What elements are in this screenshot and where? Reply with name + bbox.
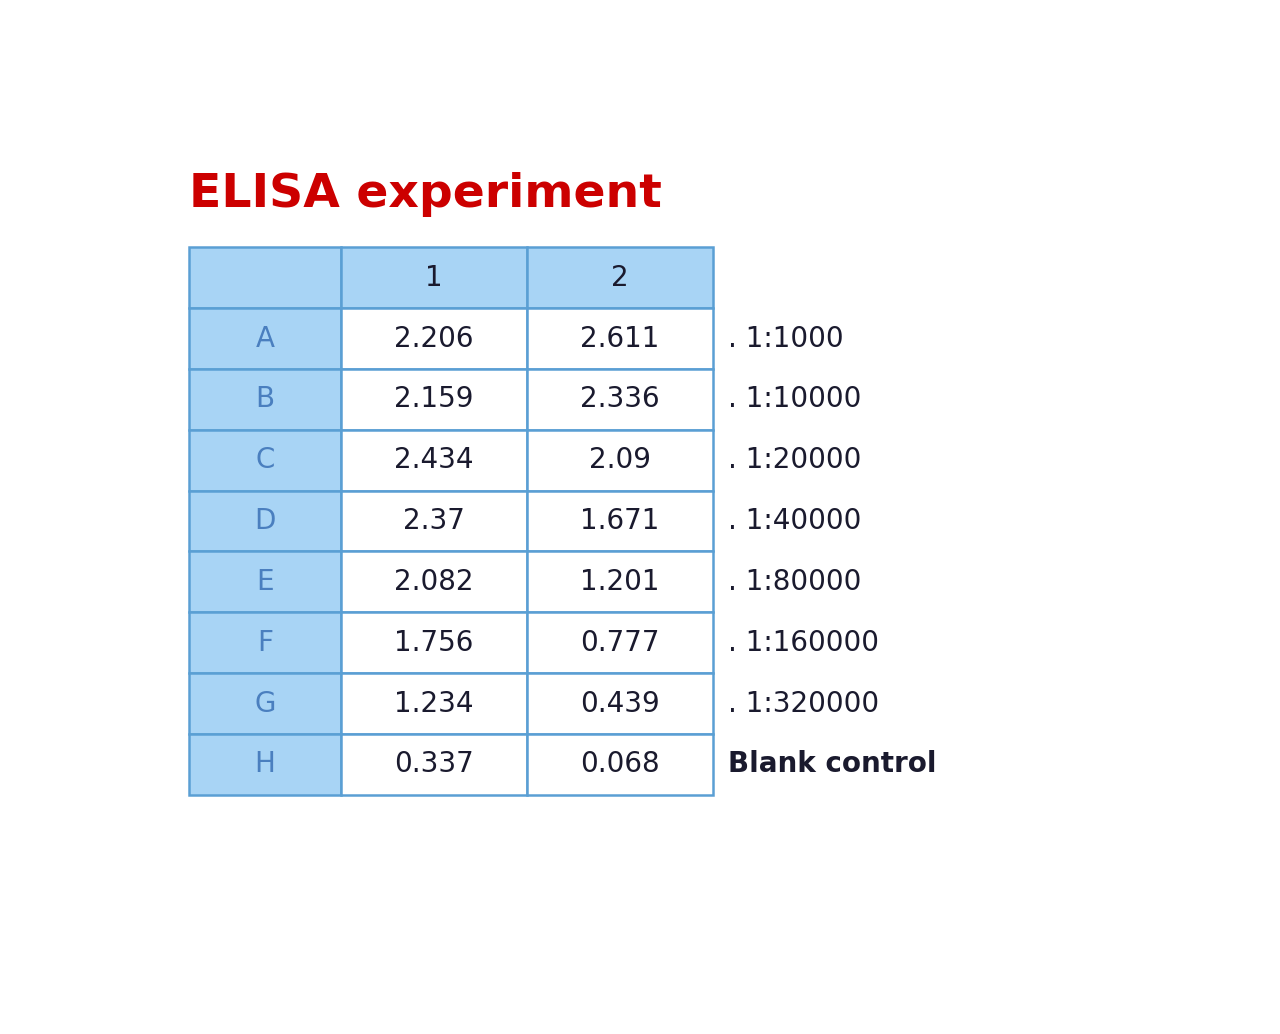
Text: 0.777: 0.777 bbox=[580, 629, 659, 657]
Text: . 1:40000: . 1:40000 bbox=[728, 507, 861, 535]
Text: H: H bbox=[255, 751, 275, 779]
Bar bbox=[526, 430, 713, 490]
Text: A: A bbox=[256, 325, 274, 353]
Text: 2.611: 2.611 bbox=[580, 325, 659, 353]
Bar bbox=[189, 734, 340, 795]
Text: . 1:80000: . 1:80000 bbox=[728, 568, 861, 596]
Text: Blank control: Blank control bbox=[728, 751, 937, 779]
Text: 2.434: 2.434 bbox=[394, 447, 474, 475]
Text: . 1:160000: . 1:160000 bbox=[728, 629, 879, 657]
Bar bbox=[526, 612, 713, 673]
Bar bbox=[340, 490, 526, 551]
Text: F: F bbox=[257, 629, 273, 657]
Text: 2: 2 bbox=[611, 264, 628, 292]
Bar bbox=[340, 673, 526, 734]
Text: G: G bbox=[255, 690, 275, 718]
Bar bbox=[189, 430, 340, 490]
Text: . 1:320000: . 1:320000 bbox=[728, 690, 879, 718]
Bar bbox=[340, 734, 526, 795]
Text: 0.068: 0.068 bbox=[580, 751, 659, 779]
Bar bbox=[526, 308, 713, 369]
Bar bbox=[340, 430, 526, 490]
Bar bbox=[189, 673, 340, 734]
Text: . 1:1000: . 1:1000 bbox=[728, 325, 844, 353]
Text: 2.082: 2.082 bbox=[394, 568, 474, 596]
Text: 1.756: 1.756 bbox=[394, 629, 474, 657]
Text: 0.337: 0.337 bbox=[394, 751, 474, 779]
Bar bbox=[189, 369, 340, 430]
Text: 2.37: 2.37 bbox=[403, 507, 465, 535]
Text: E: E bbox=[256, 568, 274, 596]
Bar bbox=[340, 551, 526, 612]
Text: 1.671: 1.671 bbox=[580, 507, 659, 535]
Bar bbox=[340, 369, 526, 430]
Text: 2.336: 2.336 bbox=[580, 386, 659, 414]
Text: ELISA experiment: ELISA experiment bbox=[189, 172, 662, 217]
Bar bbox=[340, 247, 526, 308]
Text: 1.234: 1.234 bbox=[394, 690, 474, 718]
Text: D: D bbox=[255, 507, 275, 535]
Bar bbox=[526, 247, 713, 308]
Bar bbox=[526, 551, 713, 612]
Text: 1: 1 bbox=[425, 264, 443, 292]
Bar bbox=[526, 673, 713, 734]
Text: . 1:20000: . 1:20000 bbox=[728, 447, 861, 475]
Bar bbox=[340, 612, 526, 673]
Bar bbox=[189, 247, 340, 308]
Text: C: C bbox=[255, 447, 275, 475]
Bar bbox=[189, 490, 340, 551]
Bar bbox=[340, 308, 526, 369]
Bar bbox=[526, 490, 713, 551]
Bar bbox=[526, 369, 713, 430]
Text: B: B bbox=[256, 386, 275, 414]
Text: 2.09: 2.09 bbox=[589, 447, 650, 475]
Text: 2.159: 2.159 bbox=[394, 386, 474, 414]
Bar bbox=[189, 612, 340, 673]
Text: 2.206: 2.206 bbox=[394, 325, 474, 353]
Bar bbox=[189, 551, 340, 612]
Text: . 1:10000: . 1:10000 bbox=[728, 386, 861, 414]
Text: 1.201: 1.201 bbox=[580, 568, 659, 596]
Bar bbox=[526, 734, 713, 795]
Text: 0.439: 0.439 bbox=[580, 690, 659, 718]
Bar bbox=[189, 308, 340, 369]
